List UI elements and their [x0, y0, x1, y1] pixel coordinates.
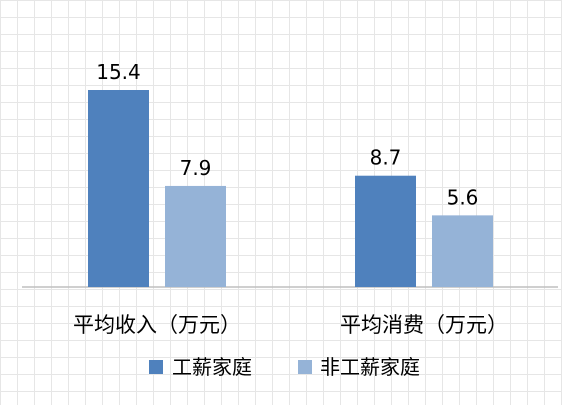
data-label: 15.4	[96, 60, 141, 84]
bar-series2-cat1	[165, 185, 226, 287]
bar-series1-cat2	[355, 175, 416, 287]
data-label: 7.9	[180, 156, 212, 180]
data-label: 8.7	[370, 146, 402, 170]
legend-label: 工薪家庭	[172, 355, 252, 379]
category-label: 平均收入（万元）	[73, 313, 241, 337]
bar-series2-cat2	[432, 215, 493, 287]
legend-swatch	[149, 360, 163, 374]
category-label: 平均消费（万元）	[340, 313, 508, 337]
legend-label: 非工薪家庭	[320, 355, 420, 379]
bar-series1-cat1	[88, 90, 149, 287]
data-label: 5.6	[447, 185, 479, 209]
legend-swatch	[298, 360, 312, 374]
